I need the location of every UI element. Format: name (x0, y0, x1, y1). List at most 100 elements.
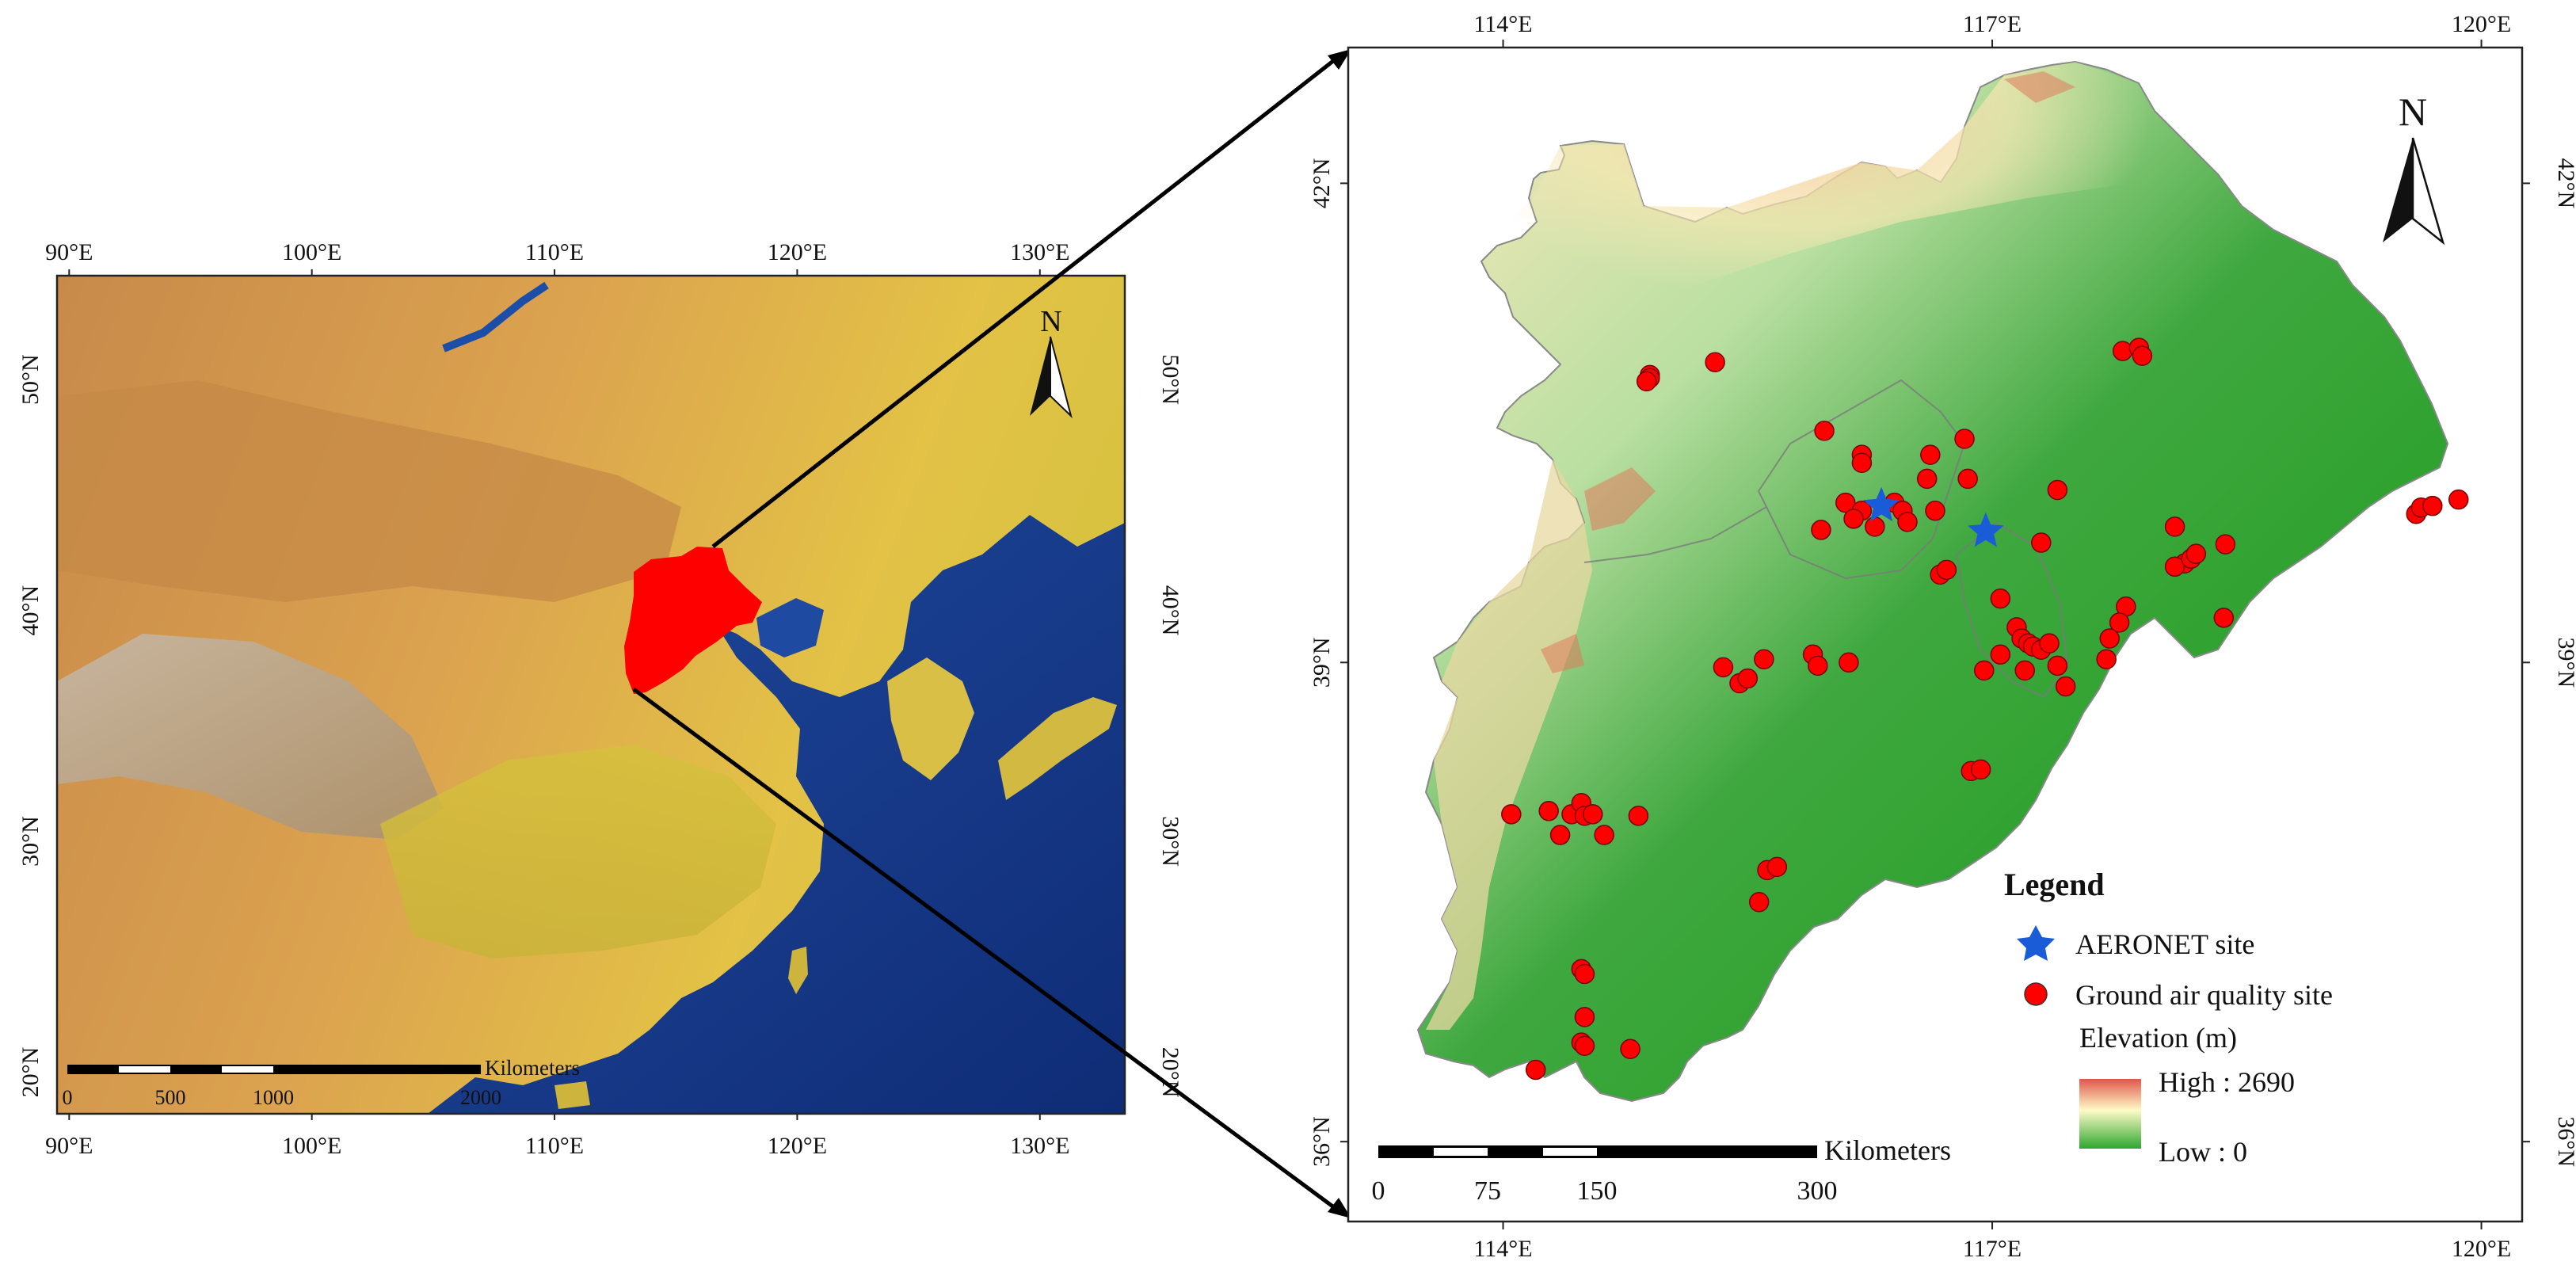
legend-aeronet-label: AERONET site (2075, 928, 2254, 960)
detail-north-arrow: N (2383, 90, 2445, 246)
japan-islands (998, 697, 1117, 800)
detail-graticule: 114°E 114°E 117°E 117°E 120°E 120°E 42°N 42°N 39… (1309, 11, 2576, 1262)
overview-lon-tick-bottom-130e: 130°E (1010, 1133, 1069, 1159)
aeronet-site-star-icon (1968, 512, 2004, 547)
overview-graticule: 90°E 90°E 100°E 100°E 110°E 110°E 120°E 120°E 13… (17, 239, 1183, 1159)
detail-lon-tick-top-114e: 114°E (1473, 11, 1532, 37)
north-label: N (2399, 90, 2427, 134)
bohai-sea (756, 598, 824, 657)
scale-label-500: 500 (155, 1086, 186, 1109)
korean-peninsula (887, 657, 974, 780)
overview-map-body (57, 276, 1125, 1114)
ground-site-marker (2213, 608, 2235, 628)
scale-unit: Kilometers (485, 1056, 580, 1080)
overview-lon-tick-top-110e: 110°E (525, 239, 584, 265)
overview-lat-tick-right-40n: 40°N (1157, 585, 1183, 636)
overview-lat-tick-left-50n: 50°N (17, 354, 44, 405)
scale-bar-segment (1543, 1148, 1597, 1156)
overview-lon-tick-bottom-110e: 110°E (525, 1133, 584, 1159)
ground-site-marker (1754, 649, 1774, 670)
ground-site-marker (1766, 856, 1788, 878)
overview-lat-tick-left-40n: 40°N (17, 585, 44, 636)
scale-bar-base (67, 1065, 481, 1074)
legend-elevation-title: Elevation (m) (2079, 1022, 2237, 1054)
northern-highlands (1481, 62, 2186, 428)
legend-low-label: Low : 0 (2159, 1136, 2247, 1168)
ground-site-marker (2422, 495, 2443, 516)
scale-bar-segment (222, 1066, 273, 1073)
scale-bar-segment (1434, 1148, 1488, 1156)
ground-site-marker (2055, 676, 2076, 697)
ground-site-marker (1808, 655, 1828, 677)
detail-lat-tick-right-36n: 36°N (2553, 1116, 2576, 1167)
ground-site-marker (1574, 1007, 1595, 1027)
ground-site-marker (2096, 649, 2117, 670)
north-arrow-icon (2383, 138, 2413, 242)
ground-site-marker (2132, 345, 2153, 366)
ground-site-marker (1705, 352, 1725, 372)
ground-site-marker (2099, 628, 2120, 649)
ground-site-marker (1737, 668, 1759, 689)
ground-site-marker (1925, 500, 1945, 521)
detail-lon-tick-top-120e: 120°E (2452, 11, 2511, 37)
legend-ground-label: Ground air quality site (2075, 979, 2333, 1011)
ground-site-marker (1990, 644, 2011, 665)
ground-site-marker (1851, 452, 1873, 473)
overview-lat-tick-right-50n: 50°N (1157, 354, 1183, 405)
ground-site-marker (1865, 516, 1885, 537)
ground-site-marker (2215, 534, 2236, 555)
ground-site-marker (1897, 512, 1918, 532)
ground-site-marker (1748, 891, 1770, 913)
scale-bar-base (1378, 1145, 1817, 1158)
lake-baikal (442, 281, 549, 353)
aeronet-star-icon (2017, 925, 2055, 961)
detail-lon-tick-bottom-114e: 114°E (1473, 1236, 1532, 1262)
connector-line-top (711, 54, 1342, 548)
ground-site-marker (1835, 492, 1856, 513)
ground-site-marker (2185, 543, 2207, 564)
scale-label-0: 0 (1372, 1176, 1385, 1206)
ground-site-marker (2039, 633, 2060, 654)
arrowhead-icon (1328, 1198, 1351, 1218)
detail-lon-tick-bottom-117e: 117°E (1963, 1236, 2022, 1262)
ground-site-marker (2164, 556, 2185, 577)
study-region-highlight (624, 547, 762, 694)
connector-lines (632, 49, 1351, 1218)
ground-site-marker (2109, 612, 2130, 633)
taihang-highlands (1426, 459, 1592, 1030)
legend-title: Legend (2004, 867, 2105, 902)
scale-unit: Kilometers (1824, 1134, 1951, 1166)
ground-site-marker (1936, 559, 1957, 581)
ground-site-marker (2047, 479, 2068, 501)
ground-site-marker (2047, 655, 2068, 677)
ground-site-marker (1957, 468, 1978, 490)
ground-site-marker (2164, 516, 2185, 537)
ground-site-marker (1628, 806, 1649, 826)
ground-site-icon (2024, 982, 2048, 1006)
ground-site-marker (2014, 660, 2035, 681)
ground-site-marker (1974, 660, 1995, 681)
scale-label-300: 300 (1797, 1176, 1838, 1206)
overview-lat-tick-right-30n: 30°N (1157, 816, 1183, 867)
aeronet-site-star-icon (1863, 486, 1900, 522)
detail-map: 114°E 114°E 117°E 117°E 120°E 120°E 42°N 42°N 39… (1309, 11, 2576, 1262)
ground-site-marker (1574, 963, 1595, 985)
ground-site-marker (1814, 421, 1835, 441)
detail-lat-tick-left-36n: 36°N (1309, 1116, 1335, 1167)
ground-site-marker (1811, 520, 1831, 540)
detail-lon-tick-top-117e: 117°E (1963, 11, 2022, 37)
ground-site-marker (1583, 804, 1603, 825)
hainan-island (554, 1081, 590, 1109)
taiwan-island (788, 947, 808, 994)
overview-lon-tick-bottom-90e: 90°E (45, 1133, 93, 1159)
connector-line-bottom (632, 687, 1342, 1214)
overview-lat-tick-left-30n: 30°N (17, 816, 44, 867)
ground-site-marker (1954, 429, 1975, 449)
region-divider (1583, 506, 1767, 563)
ground-site-marker (1594, 825, 1614, 845)
ground-site-marker (1713, 657, 1734, 678)
tianjin-border (1955, 521, 2069, 699)
overview-lat-tick-left-20n: 20°N (17, 1047, 44, 1098)
scale-label-75: 75 (1474, 1176, 1501, 1206)
